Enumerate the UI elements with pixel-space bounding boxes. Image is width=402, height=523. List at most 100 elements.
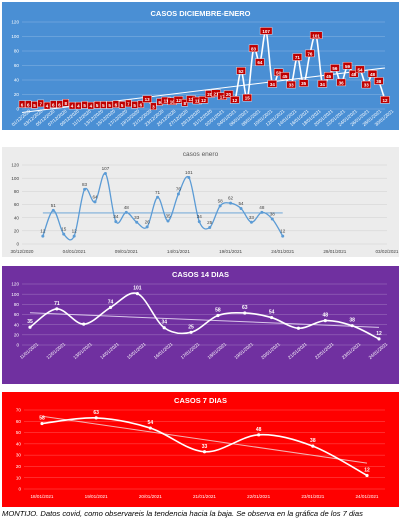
x-tick-label: 11/01/2021 [19, 341, 40, 360]
data-label: 63 [93, 410, 99, 416]
data-label: 34 [161, 320, 167, 326]
x-tick-label: 24/01/2021 [271, 249, 294, 254]
data-label: 50 [276, 70, 282, 75]
data-label: 36 [339, 81, 345, 86]
x-tick-label: 14/01/2021 [167, 249, 190, 254]
data-label: 63 [242, 305, 248, 311]
x-tick-label: 24/01/2021 [356, 494, 379, 499]
data-label: 48 [323, 313, 329, 319]
data-point [239, 206, 243, 210]
data-point [72, 234, 76, 238]
data-label: 9 [158, 100, 161, 105]
data-point [349, 69, 359, 78]
data-point [81, 101, 88, 109]
y-tick-label: 80 [14, 49, 20, 54]
data-point [124, 210, 128, 214]
data-label: 33 [134, 215, 140, 220]
data-label: 21 [214, 91, 220, 96]
data-point [150, 102, 157, 111]
data-point [43, 101, 51, 110]
data-point [355, 65, 365, 74]
data-point [286, 80, 296, 89]
data-label: 54 [238, 201, 244, 206]
data-point [292, 53, 303, 61]
data-label: 71 [295, 55, 301, 60]
data-point [374, 77, 384, 85]
data-point [377, 337, 381, 341]
y-tick-label: 20 [16, 464, 22, 469]
data-point [367, 69, 378, 78]
chart-title: CASOS 14 DIAS [172, 270, 229, 279]
data-label: 107 [102, 166, 110, 171]
data-label: 15 [61, 227, 67, 232]
data-label: 5 [102, 103, 105, 108]
x-tick-label: 19/01/2021 [85, 494, 108, 499]
y-tick-label: 120 [11, 20, 19, 25]
data-label: 38 [310, 438, 316, 444]
data-point [202, 450, 207, 454]
x-tick-label: 18/01/2021 [207, 341, 228, 360]
data-point [208, 226, 212, 230]
data-label: 5 [108, 103, 111, 108]
data-point [270, 315, 274, 320]
y-tick-label: 60 [14, 312, 20, 317]
data-label: 25 [207, 220, 213, 225]
data-point [280, 72, 290, 80]
x-tick-label: 21/01/2021 [193, 494, 216, 499]
data-label: 5 [133, 103, 136, 108]
data-point [40, 421, 44, 426]
data-point [68, 101, 76, 110]
trend-line [41, 415, 368, 464]
y-tick-label: 0 [16, 107, 19, 112]
chart-casos-14-dias: CASOS 14 DIAS 0 20 40 60 80 100 120 11/01/2021 12… [11, 270, 388, 360]
data-label: 38 [376, 79, 382, 84]
data-point [51, 208, 55, 212]
chart-title: casos enero [183, 151, 219, 158]
x-tick-label: 19/01/2021 [233, 341, 254, 360]
y-tick-label: 40 [14, 215, 20, 220]
data-point [135, 292, 139, 296]
data-label: 59 [345, 64, 351, 69]
series-line [29, 292, 380, 340]
data-label: 10 [170, 99, 176, 104]
data-label: 6 [27, 102, 30, 107]
data-label: 12 [280, 229, 286, 234]
y-tick-label: 120 [11, 282, 19, 287]
data-point [270, 217, 274, 221]
data-point [323, 319, 327, 323]
y-tick-label: 60 [16, 419, 22, 424]
chart-casos-7-dias: CASOS 7 DIAS 0 10 20 30 40 50 60 70 18/01/2021 19/… [16, 396, 385, 499]
data-point [87, 101, 95, 110]
data-label: 34 [270, 82, 276, 87]
y-tick-label: 20 [14, 228, 20, 233]
y-tick-label: 60 [14, 202, 20, 207]
y-tick-label: 50 [16, 430, 22, 435]
data-point [108, 305, 113, 309]
data-point [125, 99, 132, 108]
data-point [131, 101, 138, 109]
data-label: 33 [364, 83, 370, 88]
data-point [41, 234, 45, 238]
data-point [342, 62, 353, 70]
data-label: 76 [176, 186, 182, 191]
data-label: 12 [382, 98, 388, 103]
data-point [198, 96, 209, 104]
y-tick-label: 70 [16, 408, 22, 413]
y-tick-label: 40 [14, 322, 20, 327]
data-label: 4 [90, 104, 93, 109]
data-label: 83 [251, 46, 257, 51]
data-label: 33 [249, 215, 255, 220]
data-label: 5 [121, 103, 124, 108]
data-point [142, 95, 152, 103]
data-point [94, 416, 98, 420]
x-tick-label: 19/01/2021 [219, 249, 242, 254]
data-point [197, 220, 201, 224]
data-label: 12 [72, 229, 78, 234]
data-point [62, 98, 70, 107]
data-label: 71 [155, 190, 161, 195]
data-point [230, 96, 240, 104]
data-label: 52 [239, 69, 245, 74]
data-label: 20 [226, 92, 232, 97]
data-label: 101 [185, 170, 193, 175]
data-point [62, 232, 66, 236]
